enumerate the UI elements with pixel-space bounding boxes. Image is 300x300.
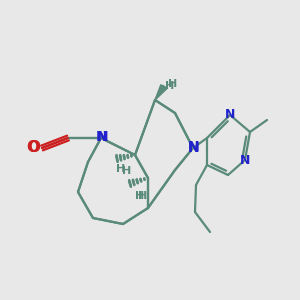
- Text: O: O: [28, 140, 40, 155]
- Text: H: H: [138, 191, 148, 201]
- Text: N: N: [188, 141, 200, 155]
- Text: N: N: [240, 154, 250, 166]
- Text: H: H: [116, 164, 126, 174]
- Text: H: H: [135, 191, 145, 201]
- Text: H: H: [165, 81, 175, 91]
- Text: N: N: [225, 109, 235, 122]
- Text: N: N: [188, 140, 200, 154]
- Polygon shape: [155, 85, 165, 100]
- Text: N: N: [96, 130, 108, 144]
- Polygon shape: [155, 85, 167, 100]
- Text: N: N: [97, 130, 109, 144]
- Text: O: O: [26, 140, 40, 154]
- Text: H: H: [122, 166, 132, 176]
- Text: H: H: [168, 79, 178, 89]
